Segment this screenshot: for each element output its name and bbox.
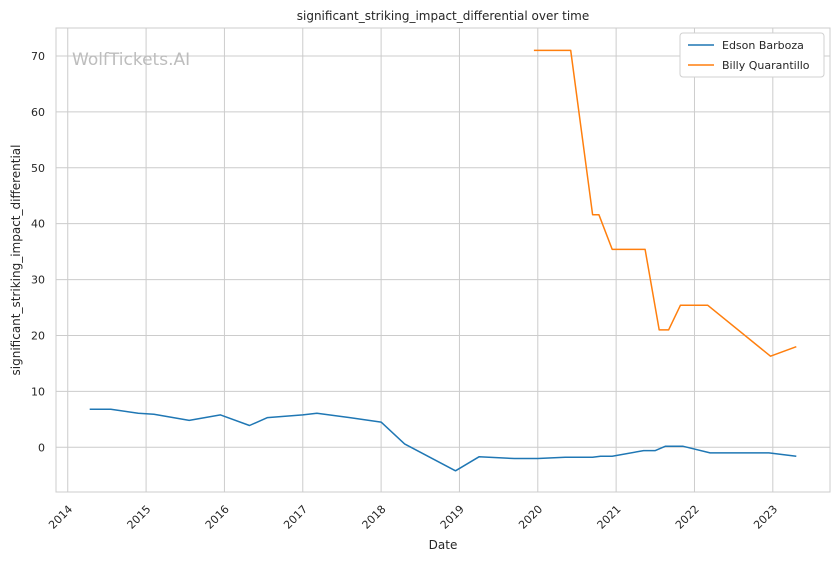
- y-tick-label-60: 60: [31, 106, 45, 119]
- legend-box: [679, 32, 825, 78]
- y-tick-label-10: 10: [31, 385, 45, 398]
- series-line-edson-barboza: [89, 408, 797, 472]
- y-axis-ticks: 0 10 20 30 40 50 60 70: [31, 50, 45, 454]
- y-axis-label: significant_striking_impact_differential: [9, 145, 23, 376]
- grid: [56, 28, 830, 492]
- legend: Edson Barboza Billy Quarantillo: [679, 32, 825, 78]
- y-tick-label-50: 50: [31, 162, 45, 175]
- x-axis-label: Date: [429, 538, 458, 552]
- legend-label-billy-quarantillo: Billy Quarantillo: [722, 59, 810, 72]
- y-tick-label-0: 0: [38, 441, 45, 454]
- y-tick-label-20: 20: [31, 329, 45, 342]
- series-line-billy-quarantillo: [533, 49, 797, 357]
- series-layer: [89, 49, 797, 472]
- chart-title: significant_striking_impact_differential…: [297, 9, 589, 23]
- legend-label-edson-barboza: Edson Barboza: [722, 39, 804, 52]
- y-tick-label-40: 40: [31, 218, 45, 231]
- y-tick-label-70: 70: [31, 50, 45, 63]
- y-tick-label-30: 30: [31, 274, 45, 287]
- plot-border: [55, 27, 831, 493]
- watermark: WolfTickets.AI: [72, 50, 190, 70]
- plot-area: [56, 28, 830, 492]
